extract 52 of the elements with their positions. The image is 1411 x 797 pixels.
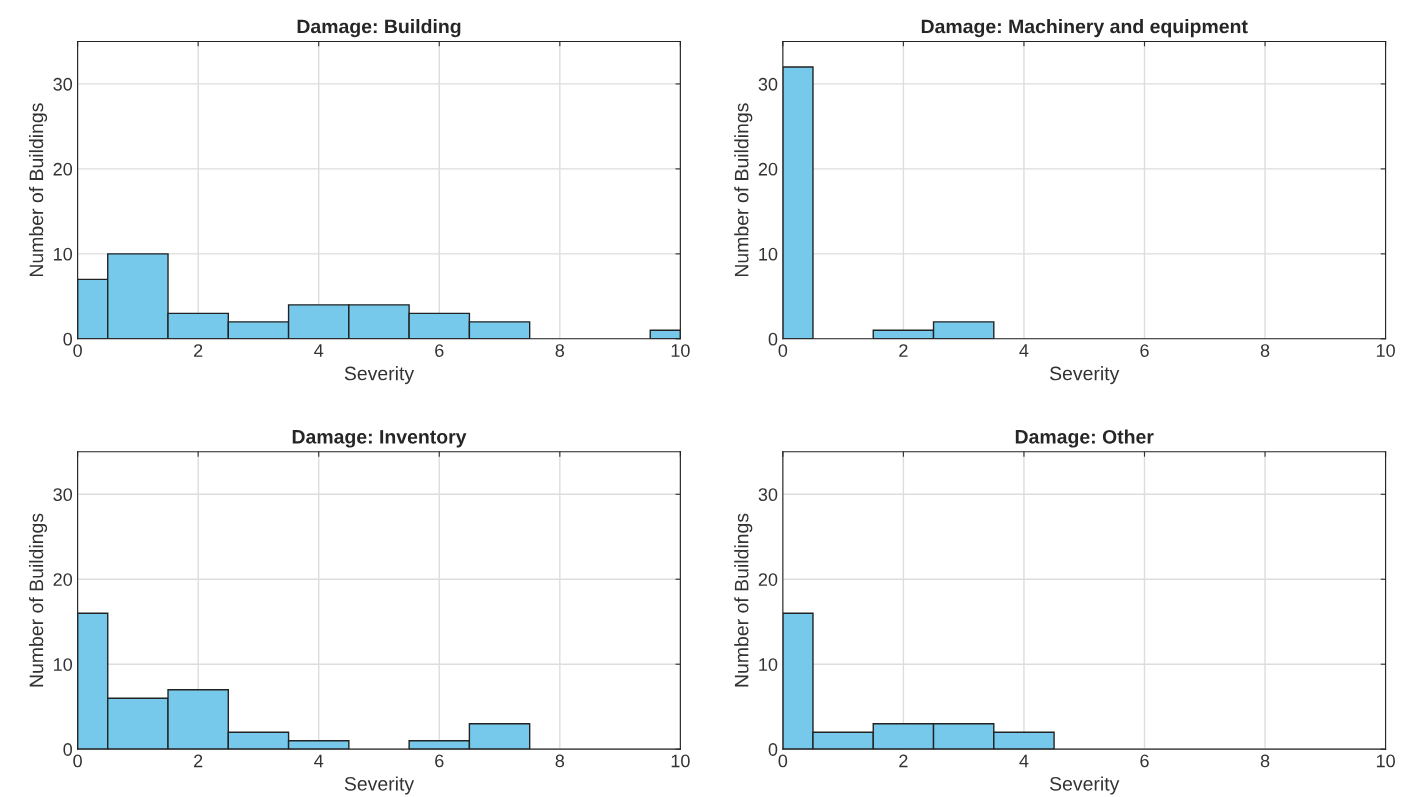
x-tick-label: 0 [778, 344, 788, 357]
y-tick-label: 0 [768, 743, 778, 756]
y-axis-title: Number of Buildings [734, 513, 753, 687]
x-tick-label: 10 [1376, 754, 1395, 768]
y-tick-label: 0 [63, 743, 73, 756]
y-tick-label: 0 [768, 332, 778, 346]
x-tick-label: 4 [314, 344, 324, 357]
y-tick-label: 20 [53, 162, 73, 176]
x-tick-label: 6 [1140, 344, 1149, 357]
y-tick-label: 20 [53, 573, 73, 586]
x-axis-title: Severity [1049, 366, 1120, 385]
y-tick-label: 10 [759, 658, 778, 671]
x-tick-label: 0 [778, 754, 788, 768]
x-tick-label: 2 [899, 754, 908, 768]
y-tick-label: 10 [759, 247, 778, 261]
y-tick-label: 20 [758, 573, 778, 586]
y-tick-label: 10 [54, 247, 73, 261]
y-tick-label: 20 [758, 162, 778, 176]
x-axis-title: Severity [1049, 776, 1120, 795]
y-tick-label: 30 [758, 488, 778, 502]
y-tick-label: 10 [54, 658, 73, 671]
x-tick-label: 10 [1376, 344, 1395, 357]
chart-title: Damage: Building [297, 19, 461, 38]
x-axis-title: Severity [344, 776, 415, 795]
y-tick-label: 0 [63, 332, 73, 346]
x-tick-label: 10 [671, 344, 690, 357]
chart-title: Damage: Machinery and equipment [921, 19, 1248, 38]
y-axis-title: Number of Buildings [734, 103, 753, 277]
x-tick-label: 4 [314, 754, 324, 768]
y-tick-label: 30 [758, 77, 778, 91]
x-tick-label: 2 [194, 754, 203, 768]
x-tick-label: 0 [73, 754, 82, 768]
chart-title: Damage: Other [1015, 429, 1154, 448]
x-tick-label: 4 [1019, 754, 1029, 768]
x-tick-label: 8 [555, 344, 565, 357]
y-axis-title: Number of Buildings [28, 103, 48, 277]
x-tick-label: 10 [671, 754, 690, 768]
x-tick-label: 8 [555, 754, 565, 768]
x-axis-title: Severity [344, 366, 415, 385]
y-axis-title: Number of Buildings [28, 513, 48, 687]
x-tick-label: 6 [1140, 754, 1149, 768]
x-tick-label: 8 [1260, 754, 1270, 768]
x-tick-label: 4 [1019, 344, 1029, 357]
y-tick-label: 30 [53, 77, 73, 91]
x-tick-label: 2 [194, 344, 203, 357]
x-tick-label: 6 [435, 344, 444, 357]
chart-title: Damage: Inventory [292, 430, 467, 448]
x-tick-label: 0 [73, 344, 82, 357]
x-tick-label: 2 [899, 344, 908, 357]
x-tick-label: 8 [1260, 344, 1270, 357]
y-tick-label: 30 [53, 488, 73, 502]
x-tick-label: 6 [435, 754, 444, 768]
